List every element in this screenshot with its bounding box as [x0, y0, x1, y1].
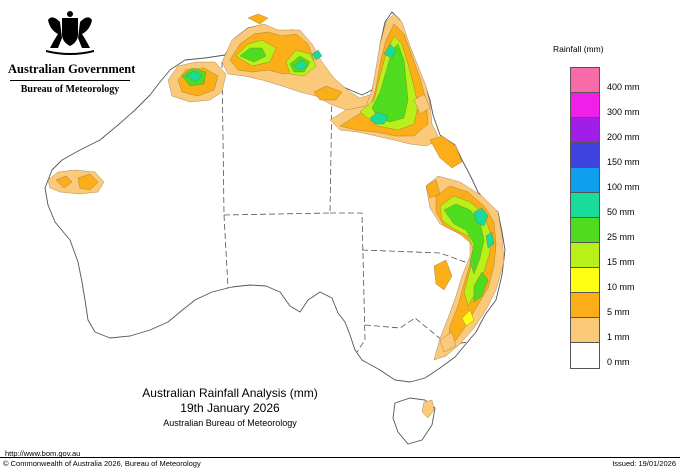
legend-label: 0 mm [607, 357, 630, 367]
legend-label: 200 mm [607, 132, 640, 142]
issued-date: Issued: 19/01/2026 [612, 459, 676, 468]
legend-swatch [571, 243, 599, 268]
branding: Australian Government Bureau of Meteorol… [8, 8, 136, 95]
bureau-title: Bureau of Meteorology [20, 84, 120, 95]
rainfall-shading [47, 13, 505, 419]
government-title: Australian Government [8, 62, 136, 76]
coat-of-arms-icon [46, 11, 94, 55]
legend-swatch [571, 343, 599, 368]
legend-label: 25 mm [607, 232, 635, 242]
legend-label: 400 mm [607, 82, 640, 92]
footer-divider [0, 457, 680, 458]
brand-divider [10, 80, 130, 81]
copyright-text: © Commonwealth of Australia 2026, Bureau… [3, 459, 201, 468]
legend-swatch [571, 168, 599, 193]
legend-swatch [571, 93, 599, 118]
legend-swatch [571, 193, 599, 218]
legend-swatch [571, 268, 599, 293]
legend-label: 5 mm [607, 307, 630, 317]
legend-swatch [571, 318, 599, 343]
legend-label: 15 mm [607, 257, 635, 267]
legend-swatches [570, 67, 600, 369]
legend-label: 100 mm [607, 182, 640, 192]
legend-label: 150 mm [607, 157, 640, 167]
caption-title: Australian Rainfall Analysis (mm) [142, 386, 318, 400]
legend-swatch [571, 218, 599, 243]
legend-swatch [571, 68, 599, 93]
legend-label: 10 mm [607, 282, 635, 292]
caption-agency: Australian Bureau of Meteorology [163, 418, 297, 428]
legend-label: 50 mm [607, 207, 635, 217]
legend-swatch [571, 293, 599, 318]
legend-label: 300 mm [607, 107, 640, 117]
website-link[interactable]: http://www.bom.gov.au [5, 449, 81, 458]
rain-patch-ocean [311, 49, 323, 61]
legend-swatch [571, 118, 599, 143]
legend-swatch [571, 143, 599, 168]
map-caption: Australian Rainfall Analysis (mm) 19th J… [100, 386, 360, 428]
caption-date: 19th January 2026 [180, 401, 280, 415]
legend-title: Rainfall (mm) [553, 44, 604, 54]
legend-label: 1 mm [607, 332, 630, 342]
